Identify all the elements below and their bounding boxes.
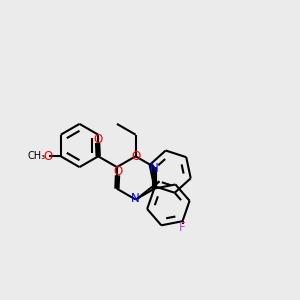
Text: CH₃: CH₃ <box>27 151 45 161</box>
Text: F: F <box>179 221 186 234</box>
Text: O: O <box>93 133 102 146</box>
Text: N: N <box>150 162 159 175</box>
Text: O: O <box>132 150 141 164</box>
Text: O: O <box>44 150 53 163</box>
Text: N: N <box>131 191 140 205</box>
Text: O: O <box>113 165 122 178</box>
